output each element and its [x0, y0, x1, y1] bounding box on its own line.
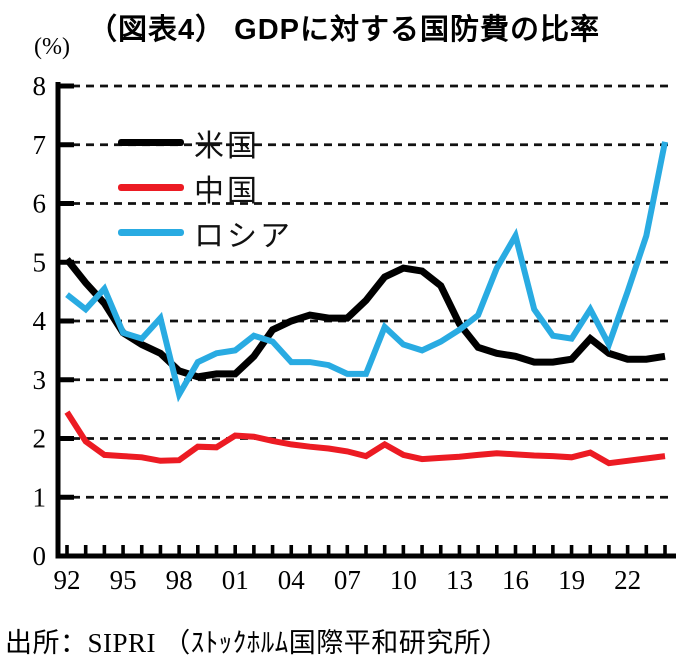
y-axis-unit-label: (%): [34, 34, 70, 60]
legend-item-china: 中国: [118, 165, 293, 210]
y-axis-label: 1: [33, 482, 47, 512]
y-axis-label: 2: [33, 424, 47, 454]
series-line-russia: [65, 141, 668, 403]
legend-swatch-us: [118, 139, 184, 146]
y-axis-label: 8: [33, 71, 47, 101]
x-axis-label: 92: [54, 565, 81, 595]
legend-swatch-china: [118, 184, 184, 191]
x-axis-label: 95: [110, 565, 137, 595]
legend-label-china: 中国: [194, 174, 260, 208]
x-axis-label: 19: [558, 565, 585, 595]
x-axis-label: 01: [222, 565, 249, 595]
series-line-us: [64, 257, 666, 381]
y-axis-label: 7: [33, 130, 47, 160]
legend-item-russia: ロシア: [118, 210, 293, 255]
source-note: 出所：SIPRI （ｽﾄｯｸﾎﾙﾑ国際平和研究所）: [5, 628, 509, 658]
y-axis-label: 6: [33, 189, 47, 219]
legend-label-russia: ロシア: [194, 219, 293, 253]
x-axis-label: 98: [166, 565, 193, 595]
x-axis-label: 22: [614, 565, 641, 595]
legend-item-us: 米国: [118, 120, 293, 165]
x-axis-label: 13: [446, 565, 473, 595]
y-axis-label: 3: [33, 365, 47, 395]
page-title: （図表4） GDPに対する国防費の比率: [87, 14, 601, 46]
y-axis-label: 0: [33, 541, 47, 571]
y-axis-label: 5: [33, 247, 47, 277]
x-axis-label: 07: [334, 565, 361, 595]
x-axis-label: 10: [390, 565, 417, 595]
series-line-china: [64, 410, 666, 467]
x-axis-label: 16: [502, 565, 529, 595]
y-axis-label: 4: [33, 306, 47, 336]
legend-label-us: 米国: [194, 129, 260, 163]
legend-swatch-russia: [118, 229, 184, 236]
legend: 米国 中国 ロシア: [118, 120, 293, 255]
x-axis-label: 04: [278, 565, 306, 595]
